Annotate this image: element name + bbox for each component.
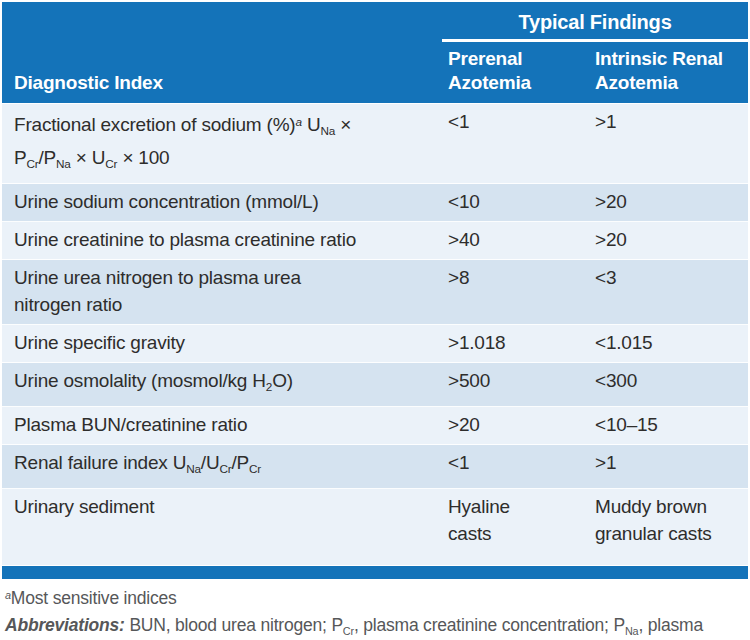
- intrinsic-value-cell: <300: [589, 363, 748, 407]
- azotemia-table-figure: Typical Findings Diagnostic Index Preren…: [2, 2, 748, 640]
- intrinsic-value-cell: <3: [589, 260, 748, 325]
- diagnostic-index-header: Diagnostic Index: [2, 42, 442, 103]
- prerenal-value-cell: >20: [442, 407, 589, 445]
- prerenal-azotemia-header: Prerenal Azotemia: [442, 42, 589, 103]
- prerenal-value-cell: <10: [442, 184, 589, 222]
- diagnostic-indices-table: Typical Findings Diagnostic Index Preren…: [2, 2, 748, 565]
- diagnostic-index-cell: Fractional excretion of sodium (%)a UNa …: [2, 103, 442, 184]
- intrinsic-value-cell: <10–15: [589, 407, 748, 445]
- column-header-row: Diagnostic Index Prerenal Azotemia Intri…: [2, 42, 748, 103]
- prerenal-value-cell: >40: [442, 222, 589, 260]
- intrinsic-value-cell: >1: [589, 103, 748, 184]
- table-header: Typical Findings Diagnostic Index Preren…: [2, 2, 748, 103]
- diagnostic-index-cell: Plasma BUN/creatinine ratio: [2, 407, 442, 445]
- footnote: aMost sensitive indices: [5, 584, 748, 610]
- diagnostic-index-cell: Urine specific gravity: [2, 325, 442, 363]
- intrinsic-value-cell: >20: [589, 222, 748, 260]
- intrinsic-value-cell: >20: [589, 184, 748, 222]
- typical-findings-header-cell: Typical Findings: [442, 2, 748, 42]
- table-row: Urine creatinine to plasma creatinine ra…: [2, 222, 748, 260]
- intrinsic-renal-azotemia-header: Intrinsic Renal Azotemia: [589, 42, 748, 103]
- prerenal-value-cell: Hyaline casts: [442, 489, 589, 566]
- table-row: Urine osmolality (mosmol/kg H2O)>500<300: [2, 363, 748, 407]
- diagnostic-index-cell: Urine osmolality (mosmol/kg H2O): [2, 363, 442, 407]
- intrinsic-value-cell: Muddy brown granular casts: [589, 489, 748, 566]
- prerenal-value-cell: <1: [442, 445, 589, 489]
- abbreviations: Abbreviations: BUN, blood urea nitrogen;…: [5, 612, 748, 640]
- diagnostic-index-cell: Urinary sediment: [2, 489, 442, 566]
- intrinsic-value-cell: <1.015: [589, 325, 748, 363]
- prerenal-value-cell: <1: [442, 103, 589, 184]
- table-row: Urinary sedimentHyaline castsMuddy brown…: [2, 489, 748, 566]
- prerenal-value-cell: >1.018: [442, 325, 589, 363]
- diagnostic-index-cell: Urine creatinine to plasma creatinine ra…: [2, 222, 442, 260]
- group-header-row: Typical Findings: [2, 2, 748, 42]
- bottom-blue-bar: [2, 566, 748, 579]
- prerenal-value-cell: >8: [442, 260, 589, 325]
- header-spacer-cell: [2, 2, 442, 42]
- diagnostic-index-cell: Renal failure index UNa/UCr/PCr: [2, 445, 442, 489]
- diagnostic-index-cell: Urine urea nitrogen to plasma urea nitro…: [2, 260, 442, 325]
- table-row: Urine urea nitrogen to plasma urea nitro…: [2, 260, 748, 325]
- table-row: Plasma BUN/creatinine ratio>20<10–15: [2, 407, 748, 445]
- table-body: Fractional excretion of sodium (%)a UNa …: [2, 103, 748, 565]
- intrinsic-value-cell: >1: [589, 445, 748, 489]
- table-row: Urine sodium concentration (mmol/L)<10>2…: [2, 184, 748, 222]
- table-row: Renal failure index UNa/UCr/PCr<1>1: [2, 445, 748, 489]
- table-row: Urine specific gravity>1.018<1.015: [2, 325, 748, 363]
- prerenal-value-cell: >500: [442, 363, 589, 407]
- typical-findings-label: Typical Findings: [442, 2, 748, 42]
- table-row: Fractional excretion of sodium (%)a UNa …: [2, 103, 748, 184]
- diagnostic-index-cell: Urine sodium concentration (mmol/L): [2, 184, 442, 222]
